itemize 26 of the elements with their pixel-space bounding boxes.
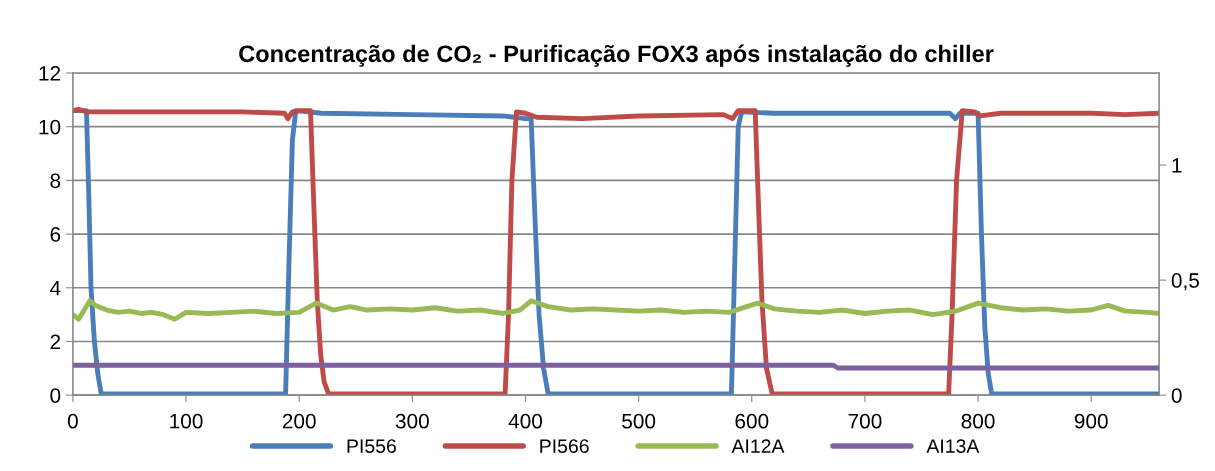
x-tick-label: 400	[508, 413, 543, 429]
y-tick-label: 12	[39, 66, 61, 81]
x-tick-label: 300	[395, 413, 429, 429]
x-tick-label: 900	[1074, 413, 1108, 429]
legend-label: AI13A	[926, 439, 980, 453]
legend-label: AI12A	[731, 439, 785, 453]
y2-tick-label: 1	[1172, 158, 1182, 173]
x-tick-label: 100	[170, 413, 203, 429]
line-series	[72, 298, 1160, 322]
y2-tick-label: 0,5	[1171, 273, 1199, 291]
x-tick-label: 600	[735, 413, 769, 429]
x-tick-label: 700	[848, 413, 882, 429]
y-tick-label: 2	[50, 334, 61, 350]
chart-title: Concentração de CO₂ - Purificação FOX3 após instalação do chiller	[239, 44, 994, 67]
y-tick-label: 6	[50, 227, 61, 242]
legend-label: PI556	[347, 439, 396, 453]
y-tick-label: 4	[49, 281, 61, 296]
legend-label: PI566	[540, 439, 589, 453]
x-tick-label: 800	[961, 413, 995, 429]
y-tick-label: 8	[50, 173, 61, 189]
y-tick-label: 10	[39, 119, 61, 135]
x-tick-label: 0	[67, 413, 78, 429]
y2-tick-label: 0	[1171, 388, 1182, 403]
x-tick-label: 500	[622, 413, 656, 429]
y-tick-label: 0	[50, 388, 61, 403]
x-tick-label: 200	[282, 413, 316, 429]
